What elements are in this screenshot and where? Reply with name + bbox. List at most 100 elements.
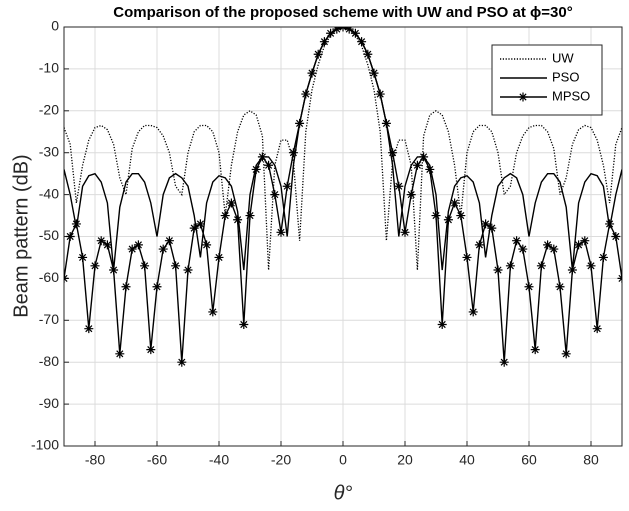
marker: [344, 27, 354, 34]
legend-box: [491, 44, 603, 116]
marker: [146, 345, 156, 355]
marker: [78, 252, 88, 262]
x-tick-label: 80: [583, 452, 599, 468]
marker: [301, 89, 311, 99]
marker: [195, 219, 205, 229]
marker: [456, 211, 466, 221]
marker: [109, 265, 119, 275]
marker: [481, 219, 491, 229]
x-tick-label: 20: [397, 452, 413, 468]
marker: [65, 232, 75, 241]
marker: [406, 190, 416, 200]
marker: [543, 240, 553, 250]
marker: [468, 307, 478, 317]
marker: [549, 244, 559, 254]
series-line: [64, 27, 622, 271]
marker: [152, 282, 162, 292]
marker: [189, 223, 199, 233]
plot-area: [64, 27, 622, 367]
y-tick-label: -40: [39, 185, 59, 201]
y-tick-label: -90: [39, 395, 59, 411]
marker: [313, 49, 323, 59]
series-line: [64, 27, 622, 271]
marker: [214, 252, 224, 262]
marker: [96, 236, 106, 246]
y-tick-label: -10: [39, 60, 59, 76]
marker: [257, 152, 267, 162]
marker: [425, 164, 435, 174]
y-tick-label: -20: [39, 102, 59, 118]
marker: [567, 265, 577, 275]
legend-marker: [518, 92, 528, 102]
marker: [307, 68, 317, 78]
marker: [239, 319, 249, 329]
marker: [288, 148, 298, 158]
marker: [158, 244, 168, 254]
marker: [140, 261, 150, 271]
y-axis-label: Beam pattern (dB): [10, 154, 32, 317]
marker: [518, 244, 528, 254]
marker: [381, 118, 391, 128]
marker: [133, 240, 143, 250]
marker: [84, 324, 94, 334]
marker: [443, 215, 453, 225]
x-tick-label: 40: [459, 452, 475, 468]
x-tick-label: -40: [209, 452, 229, 468]
marker: [605, 219, 615, 229]
marker: [208, 307, 218, 317]
y-tick-label: -70: [39, 311, 59, 327]
marker: [71, 219, 81, 229]
x-tick-label: -60: [147, 452, 167, 468]
x-axis-label: θ°: [334, 482, 353, 504]
y-tick-label: 0: [51, 18, 59, 34]
marker: [202, 240, 212, 250]
marker: [282, 181, 292, 191]
x-tick-label: -20: [271, 452, 291, 468]
marker: [233, 215, 243, 225]
marker: [580, 236, 590, 246]
y-tick-label: -100: [31, 437, 59, 453]
marker: [171, 261, 181, 271]
marker: [512, 236, 522, 246]
marker: [524, 282, 534, 292]
marker: [332, 27, 342, 34]
marker: [474, 240, 484, 250]
marker: [412, 160, 422, 170]
marker: [102, 240, 112, 250]
marker: [592, 324, 602, 334]
marker: [499, 357, 509, 367]
marker: [375, 89, 385, 99]
marker: [555, 282, 565, 292]
y-tick-label: -30: [39, 143, 59, 159]
y-tick-label: -50: [39, 227, 59, 243]
y-tick-label: -60: [39, 269, 59, 285]
marker: [419, 152, 429, 162]
marker: [121, 282, 131, 292]
marker: [586, 261, 596, 271]
marker: [326, 28, 336, 38]
marker: [487, 223, 497, 233]
marker: [177, 357, 187, 367]
marker: [245, 211, 255, 221]
x-tick-label: 0: [339, 452, 347, 468]
marker: [431, 211, 441, 221]
chart-title: Comparison of the proposed scheme with U…: [113, 4, 572, 21]
marker: [505, 261, 515, 271]
marker: [462, 252, 472, 262]
marker: [264, 160, 274, 170]
marker: [164, 236, 174, 246]
y-tick-label: -80: [39, 353, 59, 369]
x-tick-label: -80: [85, 452, 105, 468]
marker: [357, 37, 367, 47]
marker: [295, 118, 305, 128]
marker: [388, 148, 398, 158]
marker: [598, 252, 608, 262]
marker: [319, 37, 329, 47]
marker: [561, 349, 571, 359]
marker: [536, 261, 546, 271]
legend: UW PSO MPSO: [491, 44, 603, 116]
marker: [493, 265, 503, 275]
marker: [611, 232, 621, 241]
x-tick-label: 60: [521, 452, 537, 468]
